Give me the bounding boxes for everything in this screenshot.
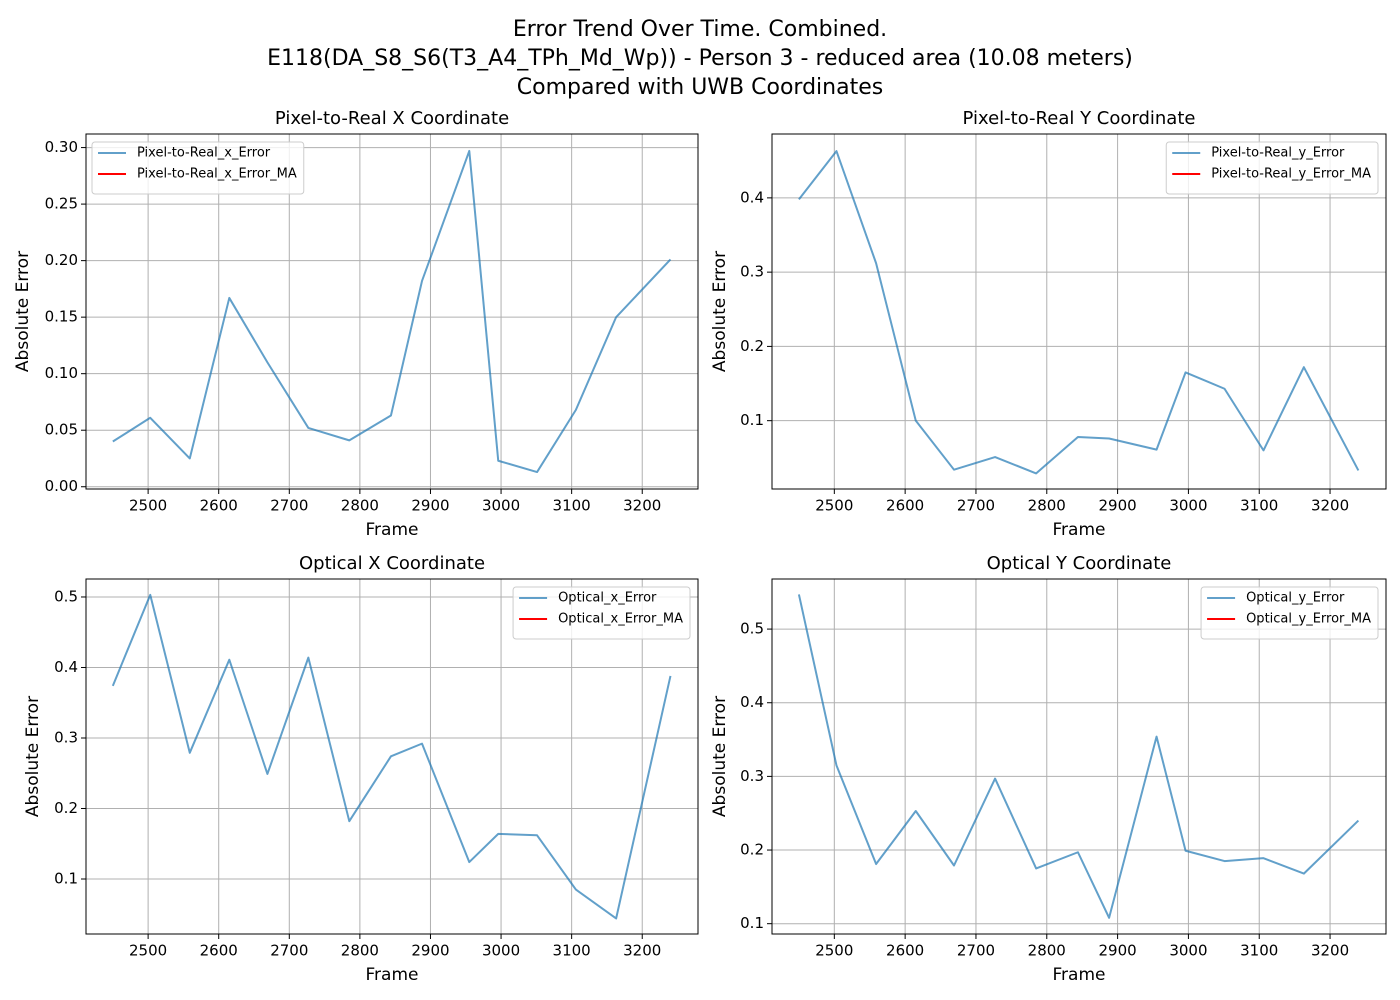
- y-tick-label: 0.2: [54, 799, 78, 817]
- y-tick-label: 0.10: [45, 364, 78, 382]
- x-tick-label: 2700: [270, 942, 308, 960]
- plot-frame: [771, 133, 1387, 490]
- legend: Optical_y_Error Optical_y_Error_MA: [1200, 586, 1379, 640]
- x-tick-label: 2900: [1099, 942, 1137, 960]
- y-tick-label: 0.3: [54, 728, 78, 746]
- figure-title: Compared with UWB Coordinates: [517, 75, 883, 100]
- y-tick-label: 0.1: [54, 870, 78, 888]
- legend-box: [512, 586, 691, 640]
- legend: Pixel-to-Real_x_Error Pixel-to-Real_x_Err…: [91, 141, 305, 195]
- x-tick-label: 2600: [200, 497, 238, 515]
- x-tick-label: 3100: [553, 497, 591, 515]
- y-tick-label: 0.5: [740, 620, 764, 638]
- legend-label: Pixel-to-Real_x_Error_MA: [137, 167, 297, 182]
- x-tick-label: 2700: [270, 497, 308, 515]
- legend-box: [91, 141, 305, 195]
- series-line: [111, 593, 672, 920]
- x-tick-label: 3200: [1311, 942, 1349, 960]
- x-tick-label: 2500: [129, 497, 167, 515]
- series-line: [112, 149, 672, 474]
- subplot-title: Pixel-to-Real X Coordinate: [275, 108, 509, 129]
- x-tick-label: 3100: [1240, 497, 1278, 515]
- x-tick-label: 2900: [411, 942, 449, 960]
- x-tick-label: 2500: [129, 942, 167, 960]
- y-tick-label: 0.2: [740, 841, 764, 859]
- x-tick-label: 3200: [623, 942, 661, 960]
- series-line: [797, 594, 1360, 919]
- y-axis-label: Absolute Error: [710, 696, 730, 817]
- x-tick-label: 2500: [815, 942, 853, 960]
- y-tick-label: 0.05: [45, 421, 78, 439]
- legend-box: [1200, 586, 1379, 640]
- legend-label: Optical_y_Error_MA: [1246, 612, 1371, 627]
- legend-label: Optical_x_Error_MA: [558, 612, 683, 627]
- y-tick-label: 0.3: [740, 767, 764, 785]
- x-tick-label: 2900: [1099, 497, 1137, 515]
- x-tick-label: 2500: [815, 497, 853, 515]
- x-axis-label: Frame: [366, 520, 419, 540]
- x-tick-label: 2800: [341, 942, 379, 960]
- x-tick-label: 2800: [1028, 942, 1066, 960]
- x-tick-label: 3000: [482, 497, 520, 515]
- y-tick-label: 0.3: [740, 263, 764, 281]
- plot-frame: [85, 578, 699, 935]
- y-tick-label: 0.4: [740, 188, 764, 206]
- y-axis-label: Absolute Error: [710, 251, 730, 372]
- y-tick-label: 0.25: [45, 195, 78, 213]
- x-tick-label: 2900: [411, 497, 449, 515]
- x-tick-label: 2800: [1028, 497, 1066, 515]
- y-tick-label: 0.30: [45, 138, 78, 156]
- x-tick-label: 2800: [341, 497, 379, 515]
- x-tick-label: 3000: [1169, 942, 1207, 960]
- x-tick-label: 3200: [1311, 497, 1349, 515]
- y-tick-label: 0.1: [740, 411, 764, 429]
- x-tick-label: 3200: [623, 497, 661, 515]
- x-tick-label: 3000: [1169, 497, 1207, 515]
- y-axis-label: Absolute Error: [23, 696, 43, 817]
- x-tick-label: 3100: [553, 942, 591, 960]
- x-tick-label: 2700: [957, 497, 995, 515]
- y-tick-label: 0.2: [740, 337, 764, 355]
- y-tick-label: 0.4: [54, 658, 78, 676]
- x-tick-label: 2600: [200, 942, 238, 960]
- subplot-title: Optical Y Coordinate: [987, 553, 1172, 574]
- x-axis-label: Frame: [366, 965, 419, 985]
- legend: Optical_x_Error Optical_x_Error_MA: [512, 586, 691, 640]
- y-tick-label: 0.5: [54, 587, 78, 605]
- subplot-title: Pixel-to-Real Y Coordinate: [963, 108, 1196, 129]
- figure-title: E118(DA_S8_S6(T3_A4_TPh_Md_Wp)) - Person…: [267, 46, 1133, 71]
- legend: Pixel-to-Real_y_Error Pixel-to-Real_y_Err…: [1165, 141, 1379, 195]
- x-tick-label: 3000: [482, 942, 520, 960]
- y-tick-label: 0.1: [740, 914, 764, 932]
- y-tick-label: 0.20: [45, 251, 78, 269]
- figure-title: Error Trend Over Time. Combined.: [513, 17, 887, 42]
- legend-label: Pixel-to-Real_y_Error_MA: [1211, 167, 1371, 182]
- plot-frame: [771, 578, 1387, 935]
- x-tick-label: 2600: [886, 942, 924, 960]
- subplot-title: Optical X Coordinate: [299, 553, 485, 574]
- legend-box: [1165, 141, 1379, 195]
- y-axis-label: Absolute Error: [13, 251, 33, 372]
- x-axis-label: Frame: [1053, 965, 1106, 985]
- legend-label: Optical_x_Error: [558, 591, 657, 606]
- plot-frame: [85, 133, 699, 490]
- y-tick-label: 0.15: [45, 308, 78, 326]
- y-tick-label: 0.00: [45, 477, 78, 495]
- series-line: [798, 150, 1360, 475]
- y-tick-label: 0.4: [740, 693, 764, 711]
- legend-label: Pixel-to-Real_y_Error: [1211, 146, 1345, 161]
- x-tick-label: 2700: [957, 942, 995, 960]
- x-axis-label: Frame: [1053, 520, 1106, 540]
- x-tick-label: 3100: [1240, 942, 1278, 960]
- legend-label: Optical_y_Error: [1246, 591, 1345, 606]
- legend-label: Pixel-to-Real_x_Error: [137, 146, 271, 161]
- x-tick-label: 2600: [886, 497, 924, 515]
